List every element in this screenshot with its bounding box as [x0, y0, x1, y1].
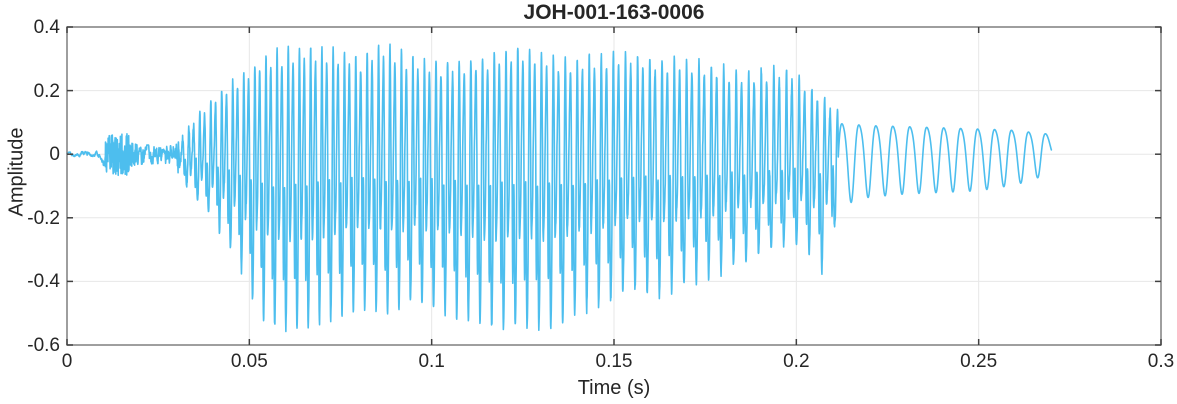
- x-tick-label-0.25: 0.25: [960, 351, 998, 372]
- x-tick-label-0.05: 0.05: [230, 351, 268, 372]
- x-tick-label-0: 0: [61, 351, 73, 372]
- y-tick-label-0.2: 0.2: [33, 80, 60, 102]
- y-tick-label--0.4: -0.4: [27, 271, 60, 293]
- y-tick-label--0.6: -0.6: [27, 335, 60, 356]
- tick-marks: [66, 26, 1162, 346]
- x-tick-label-0.1: 0.1: [418, 351, 445, 372]
- chart-title: JOH-001-163-0006: [523, 1, 705, 24]
- y-tick-label-0.4: 0.4: [33, 17, 60, 38]
- waveform-path: [66, 43, 1053, 333]
- x-tick-label-0.15: 0.15: [595, 351, 633, 372]
- y-axis-label: Amplitude: [5, 127, 28, 217]
- x-tick-label-0.3: 0.3: [1147, 351, 1175, 372]
- y-tick-label--0.2: -0.2: [27, 207, 60, 229]
- x-axis-label: Time (s): [577, 377, 651, 399]
- y-tick-label-0: 0: [49, 144, 60, 166]
- x-tick-label-0.2: 0.2: [783, 351, 810, 372]
